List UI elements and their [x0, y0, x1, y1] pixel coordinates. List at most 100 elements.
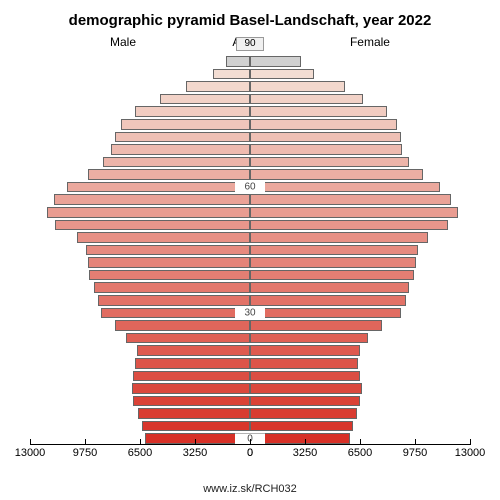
male-bar: [88, 257, 250, 268]
male-bar: [103, 157, 250, 168]
source-text: www.iz.sk/RCH032: [0, 483, 500, 495]
female-bar-row: [250, 382, 470, 395]
female-bar: [250, 207, 458, 218]
male-bar: [55, 220, 250, 231]
male-bar-row: [30, 231, 250, 244]
female-bar: [250, 69, 314, 80]
male-bar-row: [30, 156, 250, 169]
male-bar: [101, 308, 250, 319]
male-bar-row: [30, 206, 250, 219]
male-bar-row: [30, 332, 250, 345]
male-bar: [186, 81, 250, 92]
female-bar: [250, 408, 357, 419]
plot-area: [30, 55, 470, 445]
x-tick-label: 6500: [348, 447, 372, 459]
male-bar: [138, 408, 250, 419]
male-bar-row: [30, 193, 250, 206]
male-bar: [86, 245, 250, 256]
male-bar-row: [30, 382, 250, 395]
male-bar: [135, 358, 250, 369]
female-bar-row: [250, 93, 470, 106]
chart-title: demographic pyramid Basel-Landschaft, ye…: [0, 12, 500, 29]
female-bar: [250, 220, 448, 231]
female-bar-row: [250, 395, 470, 408]
female-bar-row: [250, 407, 470, 420]
female-bar-row: [250, 269, 470, 282]
female-bar-row: [250, 181, 470, 194]
male-bar: [135, 106, 250, 117]
female-bar: [250, 245, 418, 256]
x-tick-label: 3250: [293, 447, 317, 459]
male-bar-row: [30, 357, 250, 370]
male-bar: [121, 119, 250, 130]
male-bar-row: [30, 294, 250, 307]
male-bar-row: [30, 281, 250, 294]
x-tick-label: 13000: [15, 447, 46, 459]
female-bar-row: [250, 80, 470, 93]
female-bar-row: [250, 231, 470, 244]
male-bar-row: [30, 420, 250, 433]
male-bar: [132, 383, 250, 394]
x-tick-label: 0: [247, 447, 253, 459]
female-bar-row: [250, 281, 470, 294]
pyramid-chart: demographic pyramid Basel-Landschaft, ye…: [0, 0, 500, 500]
female-bar-row: [250, 344, 470, 357]
female-bar-row: [250, 68, 470, 81]
female-bar: [250, 182, 440, 193]
female-bar-row: [250, 307, 470, 320]
male-bar: [115, 320, 250, 331]
female-bar: [250, 144, 402, 155]
female-bar: [250, 56, 301, 67]
female-bar-row: [250, 156, 470, 169]
male-bar: [98, 295, 250, 306]
male-bar: [213, 69, 250, 80]
male-bar-row: [30, 131, 250, 144]
x-axis-right: 032506500975013000: [250, 445, 470, 475]
female-bar: [250, 345, 360, 356]
female-bar: [250, 119, 397, 130]
male-bar: [54, 194, 250, 205]
male-bar: [126, 333, 250, 344]
female-bar: [250, 81, 345, 92]
male-bar: [142, 421, 250, 432]
male-bar-row: [30, 407, 250, 420]
female-bar: [250, 232, 428, 243]
female-side: [250, 55, 470, 445]
male-bar-row: [30, 395, 250, 408]
female-bar: [250, 282, 409, 293]
female-bar-row: [250, 131, 470, 144]
female-bar-row: [250, 55, 470, 68]
male-bar-row: [30, 344, 250, 357]
x-tick-label: 6500: [128, 447, 152, 459]
male-bar-row: [30, 244, 250, 257]
male-bar: [133, 371, 250, 382]
female-bar: [250, 383, 362, 394]
male-bar: [67, 182, 250, 193]
male-bar: [133, 396, 250, 407]
male-bar: [160, 94, 250, 105]
male-bar-row: [30, 319, 250, 332]
female-bar-row: [250, 319, 470, 332]
female-bar-row: [250, 118, 470, 131]
male-side: [30, 55, 250, 445]
male-bar-row: [30, 143, 250, 156]
male-bar: [111, 144, 250, 155]
male-bar-row: [30, 370, 250, 383]
female-header: Female: [350, 35, 390, 49]
female-bar: [250, 371, 360, 382]
female-bar: [250, 396, 360, 407]
female-bar-row: [250, 105, 470, 118]
female-bar: [250, 333, 368, 344]
x-tick-label: 13000: [455, 447, 486, 459]
female-bar: [250, 433, 350, 444]
male-bar: [47, 207, 250, 218]
female-bar: [250, 169, 423, 180]
male-bar: [145, 433, 250, 444]
female-bar: [250, 94, 363, 105]
female-bar: [250, 157, 409, 168]
age-top-box: 90: [236, 37, 264, 51]
male-bar-row: [30, 80, 250, 93]
male-bar-row: [30, 256, 250, 269]
female-bar-row: [250, 219, 470, 232]
male-bar: [77, 232, 250, 243]
